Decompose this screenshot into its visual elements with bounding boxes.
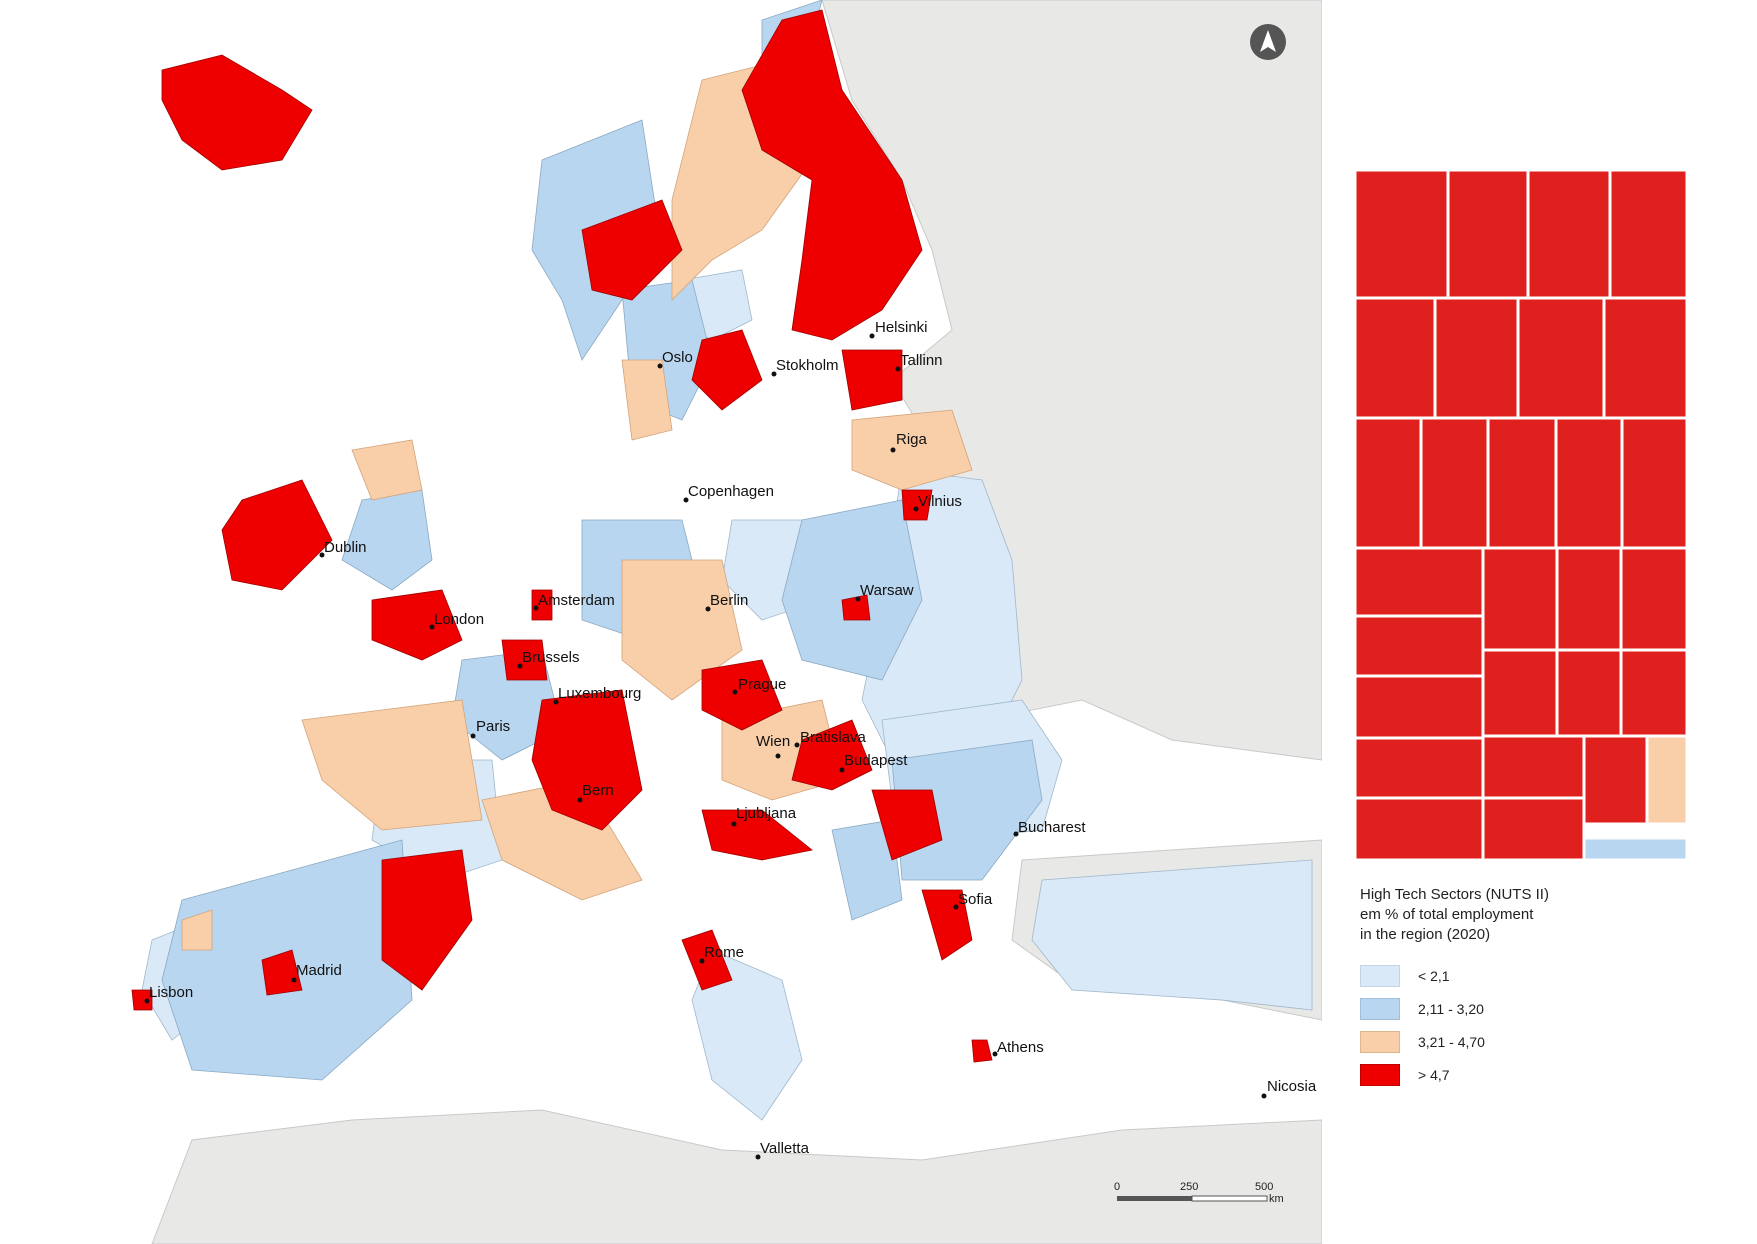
legend-swatch <box>1360 997 1400 1020</box>
region-romania <box>871 789 943 861</box>
city-paris: Paris <box>476 718 510 735</box>
city-lisbon: Lisbon <box>149 984 193 1001</box>
city-wien: Wien <box>756 733 790 750</box>
legend-item-2-11-3-20: 2,11 - 3,20 <box>1360 992 1680 1025</box>
city-luxembourg: Luxembourg <box>558 685 641 702</box>
city-valletta: Valletta <box>760 1140 810 1157</box>
region-sofia <box>921 889 973 961</box>
map-legend: High Tech Sectors (NUTS II) em % of tota… <box>1360 885 1680 1091</box>
region-brussels <box>501 639 548 681</box>
city-bratislava: Bratislava <box>800 729 867 746</box>
region-vilnius <box>901 489 933 521</box>
legend-swatch <box>1360 1030 1400 1053</box>
regions-gt-4-7 <box>131 9 993 1063</box>
region-prague <box>701 659 783 731</box>
city-sofia: Sofia <box>958 891 993 908</box>
scale-bar: 0 250 500 km <box>1114 1181 1284 1205</box>
region-stockholm <box>691 329 763 411</box>
city-bucharest: Bucharest <box>1018 819 1086 836</box>
city-madrid: Madrid <box>296 962 342 979</box>
city-athens: Athens <box>997 1039 1044 1056</box>
region-norway-west <box>581 199 683 301</box>
region-madrid <box>261 949 303 996</box>
city-berlin: Berlin <box>710 592 748 609</box>
region-rome <box>681 929 733 991</box>
svg-text:km: km <box>1269 1193 1284 1205</box>
city-budapest: Budapest <box>844 752 908 769</box>
region-ljubljana <box>701 809 813 861</box>
city-prague: Prague <box>738 676 786 693</box>
region-switzerland <box>531 689 643 831</box>
city-copenhagen: Copenhagen <box>688 483 774 500</box>
city-stokholm: Stokholm <box>776 357 839 374</box>
region-finland <box>741 9 923 341</box>
city-nicosia: Nicosia <box>1267 1078 1317 1095</box>
city-bern: Bern <box>582 782 614 799</box>
legend-title: High Tech Sectors (NUTS II) em % of tota… <box>1360 886 1549 943</box>
category-treemap <box>1355 170 1687 860</box>
region-lisbon <box>131 989 153 1011</box>
legend-swatch <box>1360 964 1400 987</box>
region-tallinn <box>841 349 903 411</box>
city-vilnius: Vilnius <box>918 493 962 510</box>
region-london <box>371 589 463 661</box>
city-helsinki: Helsinki <box>875 319 928 336</box>
city-riga: Riga <box>896 431 928 448</box>
city-warsaw: Warsaw <box>860 582 914 599</box>
legend-item-3-21-4-70: 3,21 - 4,70 <box>1360 1025 1680 1058</box>
legend-item-gt-4-7: > 4,7 <box>1360 1058 1680 1091</box>
city-labels: Helsinki Oslo Stokholm Tallinn Riga Cope… <box>144 319 1317 1160</box>
legend-item-lt-2-1: < 2,1 <box>1360 959 1680 992</box>
region-athens <box>971 1039 993 1063</box>
city-ljubljana: Ljubljana <box>736 805 797 822</box>
europe-map: Helsinki Oslo Stokholm Tallinn Riga Cope… <box>131 0 1322 1244</box>
svg-text:500: 500 <box>1255 1181 1273 1193</box>
city-amsterdam: Amsterdam <box>538 592 615 609</box>
svg-text:0: 0 <box>1114 1181 1120 1193</box>
city-oslo: Oslo <box>662 349 693 366</box>
svg-text:250: 250 <box>1180 1181 1198 1193</box>
legend-swatch <box>1360 1063 1400 1086</box>
region-spain-east <box>381 849 473 991</box>
city-london: London <box>434 611 484 628</box>
region-iceland <box>161 54 313 171</box>
north-arrow-icon <box>1250 24 1286 60</box>
region-ireland <box>221 479 333 591</box>
city-rome: Rome <box>704 944 744 961</box>
city-tallinn: Tallinn <box>900 352 943 369</box>
region-budapest <box>791 719 873 791</box>
city-dublin: Dublin <box>324 539 367 556</box>
region-amsterdam <box>531 589 553 621</box>
city-brussels: Brussels <box>522 649 580 666</box>
